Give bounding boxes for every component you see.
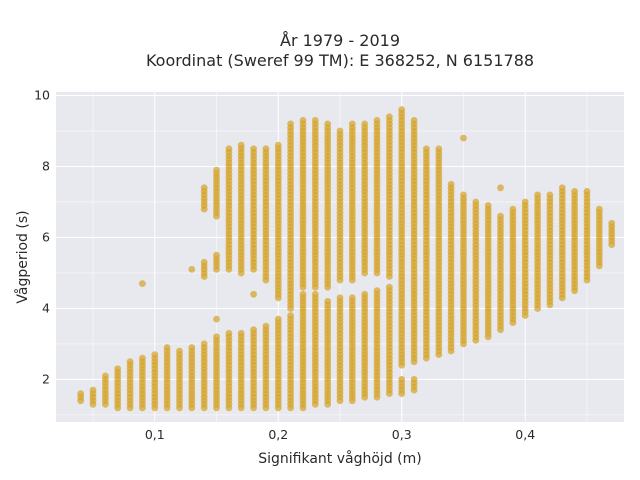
x-tick-label: 0,2: [268, 427, 288, 442]
data-point: [497, 212, 504, 220]
y-tick-label: 10: [34, 88, 50, 103]
data-point: [200, 184, 208, 192]
x-tick-label: 0,1: [145, 427, 165, 442]
data-point: [373, 287, 381, 295]
data-point: [571, 188, 578, 195]
data-point: [484, 202, 492, 209]
data-point: [472, 198, 480, 206]
x-tick-label: 0,3: [392, 427, 412, 442]
data-point: [608, 219, 616, 227]
data-point: [200, 258, 208, 266]
data-point: [398, 376, 406, 383]
data-point: [176, 347, 183, 355]
data-point: [410, 376, 418, 383]
chart-title-line-2: Koordinat (Sweref 99 TM): E 368252, N 61…: [146, 51, 534, 70]
data-point: [102, 372, 109, 380]
data-point: [398, 106, 406, 114]
data-point: [299, 290, 307, 298]
data-point: [237, 141, 245, 149]
data-point: [287, 312, 294, 319]
data-point: [410, 117, 418, 124]
y-axis-ticks: 2 4 6 8 10: [34, 88, 50, 387]
data-points: [77, 106, 616, 412]
data-point: [521, 198, 529, 206]
data-point: [250, 290, 257, 298]
chart-title-line-1: År 1979 - 2019: [280, 31, 400, 50]
data-point: [114, 365, 122, 373]
x-tick-label: 0,4: [515, 427, 535, 442]
y-tick-label: 6: [42, 229, 50, 244]
data-point: [460, 134, 467, 142]
data-point: [336, 127, 344, 135]
x-axis-title: Signifikant våghöjd (m): [258, 450, 421, 467]
data-point: [126, 358, 134, 366]
data-point: [188, 266, 196, 273]
data-point: [324, 120, 332, 128]
data-point: [373, 117, 381, 124]
data-point: [89, 386, 97, 394]
data-point: [250, 326, 257, 334]
y-tick-label: 8: [42, 159, 50, 174]
data-point: [509, 205, 517, 213]
data-point: [274, 141, 282, 149]
data-point: [497, 184, 504, 192]
data-point: [139, 280, 146, 287]
data-point: [262, 145, 270, 153]
data-point: [225, 329, 233, 337]
data-point: [435, 145, 443, 153]
data-point: [534, 191, 541, 199]
y-tick-label: 4: [42, 300, 50, 315]
data-point: [225, 145, 233, 153]
data-point: [200, 340, 208, 348]
data-point: [336, 294, 344, 302]
data-point: [274, 315, 282, 323]
data-point: [386, 113, 393, 121]
y-tick-label: 2: [42, 371, 50, 386]
data-point: [213, 251, 220, 259]
data-point: [595, 205, 603, 213]
data-point: [423, 145, 430, 153]
data-point: [583, 188, 591, 195]
data-point: [447, 180, 455, 188]
data-point: [213, 166, 220, 174]
data-point: [151, 351, 159, 358]
data-point: [188, 344, 196, 351]
data-point: [558, 184, 566, 192]
data-point: [262, 322, 270, 330]
data-point: [77, 390, 85, 397]
data-point: [139, 354, 146, 362]
data-point: [460, 191, 467, 199]
data-point: [287, 120, 294, 128]
data-point: [299, 117, 307, 124]
data-point: [237, 329, 245, 337]
data-point: [163, 344, 171, 351]
x-axis-ticks: 0,1 0,2 0,3 0,4: [145, 427, 535, 442]
data-point: [386, 283, 393, 291]
y-axis-title: Vågperiod (s): [14, 210, 31, 303]
data-point: [546, 191, 554, 199]
data-point: [250, 145, 257, 153]
data-point: [361, 290, 369, 298]
data-point: [213, 333, 220, 341]
data-point: [311, 290, 319, 298]
data-point: [361, 120, 369, 128]
data-point: [311, 117, 319, 124]
data-point: [348, 294, 356, 302]
data-point: [348, 120, 356, 128]
data-point: [213, 315, 220, 323]
data-point: [324, 298, 332, 305]
